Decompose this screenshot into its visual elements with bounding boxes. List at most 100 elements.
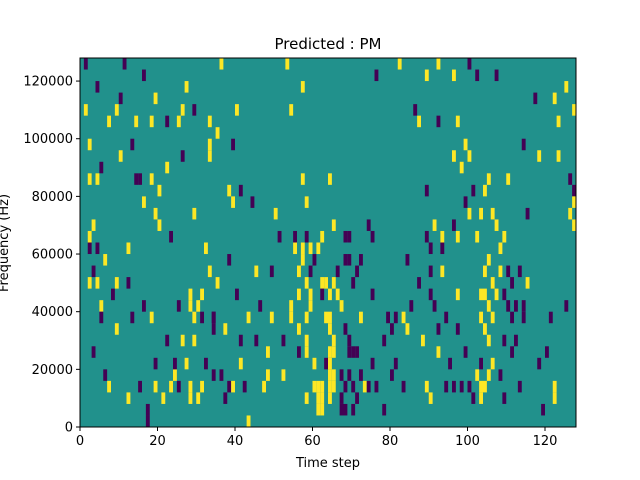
heatmap-cell — [444, 380, 449, 393]
x-tick-label: 60 — [304, 434, 321, 449]
heatmap-cell — [95, 81, 100, 93]
heatmap-cell — [308, 242, 313, 255]
y-tick-label: 0 — [65, 421, 73, 436]
heatmap-cell — [556, 150, 561, 162]
heatmap-cell — [475, 230, 480, 243]
heatmap-cell — [417, 115, 421, 128]
heatmap-cell — [99, 161, 104, 174]
heatmap-cell — [215, 277, 220, 289]
heatmap-cell — [138, 380, 142, 393]
heatmap-cell — [424, 184, 429, 197]
heatmap-cell — [328, 311, 332, 324]
heatmap-cell — [91, 219, 96, 231]
heatmap-cell — [246, 311, 251, 324]
heatmap-cell — [320, 392, 325, 404]
heatmap-cell — [502, 334, 507, 347]
heatmap-cell — [207, 150, 212, 162]
heatmap-cell — [149, 311, 154, 324]
heatmap-cell — [328, 357, 332, 370]
heatmap-cell — [324, 277, 328, 289]
heatmap-cell — [289, 311, 294, 324]
heatmap-cell — [227, 184, 232, 197]
heatmap-cell — [498, 265, 503, 278]
heatmap-cell — [157, 184, 162, 197]
heatmap-cell — [467, 150, 472, 162]
heatmap-cell — [343, 380, 348, 393]
heatmap-cell — [459, 161, 464, 174]
heatmap-cell — [196, 300, 201, 312]
heatmap-cell — [436, 115, 441, 128]
heatmap-cell — [107, 115, 111, 128]
heatmap-cell — [149, 173, 154, 185]
heatmap-cell — [452, 380, 456, 393]
heatmap-cell — [126, 392, 131, 404]
heatmap-cell — [320, 230, 325, 243]
heatmap-cell — [188, 288, 193, 301]
heatmap-cell — [405, 323, 410, 335]
heatmap-cell — [99, 300, 104, 312]
heatmap-cell — [142, 196, 146, 208]
heatmap-cell — [483, 265, 487, 278]
heatmap-cell — [95, 173, 100, 185]
heatmap-cell — [95, 242, 100, 255]
heatmap-cell — [231, 380, 235, 393]
heatmap-cell — [316, 242, 321, 255]
heatmap-cell — [452, 219, 456, 231]
heatmap-cell — [223, 392, 228, 404]
heatmap-cell — [122, 58, 127, 70]
heatmap-cell — [138, 173, 142, 185]
heatmap-cell — [254, 265, 259, 278]
heatmap-cell — [362, 380, 367, 393]
heatmap-cell — [200, 288, 204, 301]
heatmap-cell — [417, 277, 421, 289]
heatmap-cell — [339, 369, 344, 381]
heatmap-cell — [238, 184, 243, 197]
heatmap-cell — [266, 369, 270, 381]
heatmap-cell — [424, 380, 429, 393]
heatmap-cell — [114, 104, 119, 116]
heatmap-cell — [343, 230, 348, 243]
heatmap-cell — [219, 58, 224, 70]
heatmap-cell — [235, 104, 239, 116]
heatmap-cell — [359, 369, 363, 381]
heatmap-cell — [304, 346, 309, 358]
heatmap-cell — [83, 104, 88, 116]
heatmap-cell — [231, 138, 235, 151]
heatmap-cell — [211, 311, 216, 324]
heatmap-cell — [436, 346, 441, 358]
heatmap-cell — [351, 277, 356, 289]
heatmap-cell — [215, 127, 220, 139]
heatmap-cell — [107, 380, 111, 393]
heatmap-cell — [180, 150, 185, 162]
heatmap-cell — [316, 403, 321, 416]
heatmap-cell — [266, 346, 270, 358]
heatmap-cell — [331, 369, 336, 381]
heatmap-cell — [401, 380, 406, 393]
heatmap-cell — [173, 369, 177, 381]
heatmap-cell — [366, 219, 371, 231]
heatmap-cell — [347, 254, 352, 266]
heatmap-cell — [440, 242, 445, 255]
heatmap-cell — [541, 403, 545, 416]
heatmap-cell — [95, 277, 100, 289]
heatmap-cell — [114, 277, 119, 289]
heatmap-cell — [552, 380, 557, 393]
heatmap-cell — [455, 230, 460, 243]
heatmap-cell — [517, 265, 522, 278]
heatmap-cell — [87, 138, 92, 151]
heatmap-cell — [355, 265, 359, 278]
heatmap-cell — [517, 380, 522, 393]
heatmap-cell — [87, 242, 92, 255]
heatmap-cell — [192, 104, 197, 116]
heatmap-cell — [176, 115, 181, 128]
heatmap-cell — [207, 265, 212, 278]
heatmap-cell — [490, 357, 495, 370]
heatmap-cell — [490, 277, 495, 289]
heatmap-cell — [149, 115, 154, 128]
heatmap-cell — [173, 357, 177, 370]
heatmap-cell — [180, 334, 185, 347]
heatmap-cell — [192, 311, 197, 324]
heatmap-cell — [521, 311, 526, 324]
heatmap-cell — [548, 311, 553, 324]
